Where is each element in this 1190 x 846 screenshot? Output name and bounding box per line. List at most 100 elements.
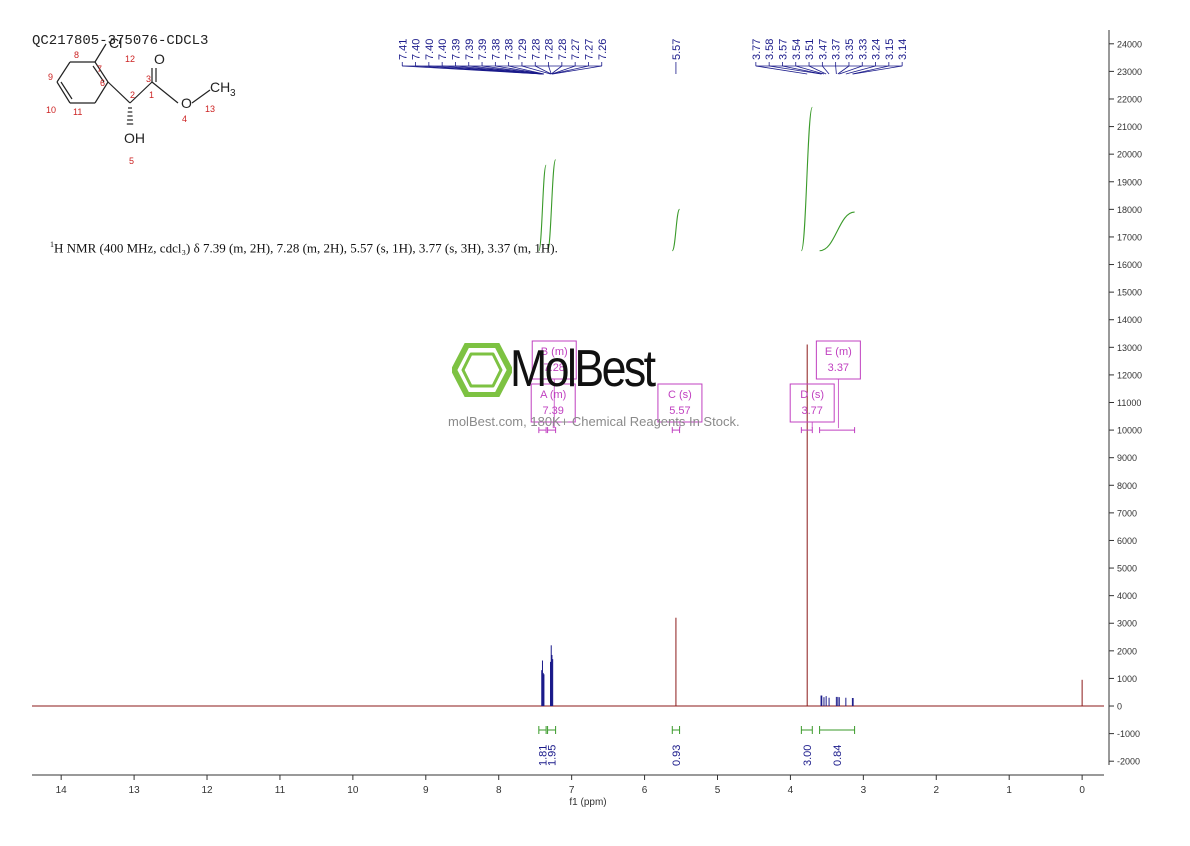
nmr-isotope-superscript: 1 [50, 240, 54, 249]
y-tick-label: 5000 [1117, 564, 1137, 574]
peak-label-aromatic: 7.39 [450, 39, 462, 60]
peak-label-connector [481, 65, 544, 75]
molecule-bond [56, 81, 71, 104]
peak-label-aliphatic: 3.57 [777, 39, 789, 60]
atom-ch3: CH [210, 79, 230, 95]
atom-number: 12 [125, 54, 135, 64]
nmr-description-text: H NMR (400 MHz, cdcl₃) δ 7.39 (m, 2H), 7… [54, 240, 558, 256]
molecule-double-bond [92, 65, 105, 83]
peak-label-connector [839, 65, 863, 75]
peak-label-aromatic: 7.29 [517, 39, 529, 60]
peak-label-aliphatic: 3.58 [764, 39, 776, 60]
peak-label-aromatic: 7.28 [557, 39, 569, 60]
peak-label-connector [795, 65, 825, 75]
peak-label-aliphatic: 3.35 [844, 39, 856, 60]
molecule-bond [94, 43, 107, 63]
y-tick-label: 12000 [1117, 370, 1142, 380]
y-tick-label: 21000 [1117, 122, 1142, 132]
atom-number: 2 [130, 90, 135, 100]
multiplet-letter: E (m) [825, 346, 852, 358]
multiplet-letter: D (s) [800, 389, 824, 401]
peak-label-aliphatic: 3.14 [897, 39, 909, 60]
x-tick-label: 4 [788, 785, 794, 796]
molecule-bond [107, 81, 131, 104]
atom-number: 11 [73, 107, 82, 117]
sample-id-title: QC217805-375076-CDCL3 [32, 33, 209, 49]
integral-value: 0.93 [671, 745, 683, 766]
peak-label-aromatic: 7.39 [477, 39, 489, 60]
x-tick-label: 10 [347, 785, 359, 796]
multiplet-shift: 7.28 [544, 362, 565, 374]
peak-label-aromatic: 7.27 [583, 39, 595, 60]
y-tick-label: 16000 [1117, 260, 1142, 270]
peak-label-connector [853, 65, 903, 75]
atom-number: 13 [205, 104, 215, 114]
y-tick-label: 10000 [1117, 426, 1142, 436]
molecule-double-bond [60, 81, 73, 100]
multiplet-letter: B (m) [541, 346, 568, 358]
peak-label-connector [808, 65, 827, 75]
atom-ch3-subscript: 3 [230, 88, 236, 99]
y-tick-label: 4000 [1117, 591, 1137, 601]
y-tick-label: 24000 [1117, 39, 1142, 49]
y-tick-label: 22000 [1117, 94, 1142, 104]
y-tick-label: 17000 [1117, 232, 1142, 242]
molecule-bond [191, 89, 211, 104]
x-tick-label: 0 [1079, 785, 1085, 796]
x-tick-label: 14 [56, 785, 68, 796]
peak-label-aliphatic: 3.15 [884, 39, 896, 60]
peak-label-connector [535, 65, 552, 75]
atom-oh: OH [124, 130, 145, 146]
peak-label-connector [755, 65, 808, 75]
x-tick-label: 9 [423, 785, 429, 796]
molecule-bond [94, 61, 109, 83]
multiplet-shift: 7.39 [542, 405, 563, 417]
atom-number: 5 [129, 156, 134, 166]
atom-number: 6 [100, 78, 105, 88]
y-tick-label: -2000 [1117, 757, 1140, 767]
x-tick-label: 13 [129, 785, 141, 796]
peak-label-connector [521, 65, 551, 75]
x-axis-label: f1 (ppm) [569, 797, 606, 808]
peak-label-aromatic: 7.40 [424, 39, 436, 60]
x-tick-label: 1 [1006, 785, 1012, 796]
peak-label-aromatic: 7.39 [464, 39, 476, 60]
x-tick-label: 6 [642, 785, 648, 796]
peak-label-aromatic: 7.28 [530, 39, 542, 60]
y-tick-label: 2000 [1117, 646, 1137, 656]
y-tick-label: 13000 [1117, 343, 1142, 353]
y-tick-label: 19000 [1117, 177, 1142, 187]
watermark-tagline: molBest.com, 180K+ Chemical Reagents In … [448, 414, 740, 429]
watermark-logo-icon [452, 343, 512, 397]
atom-o-ester: O [181, 95, 192, 111]
atom-o-carbonyl: O [154, 51, 165, 67]
atom-number: 10 [46, 105, 56, 115]
x-tick-label: 8 [496, 785, 502, 796]
peak-label-connector [550, 65, 563, 75]
peak-label-aliphatic: 3.77 [751, 39, 763, 60]
peak-label-connector [552, 65, 602, 75]
x-tick-label: 3 [861, 785, 867, 796]
multiplet-letter: A (m) [540, 389, 566, 401]
peak-label-aromatic: 7.27 [570, 39, 582, 60]
peak-label-aromatic: 7.40 [437, 39, 449, 60]
integral-value: 0.84 [832, 745, 844, 766]
peak-label-aromatic: 7.41 [397, 39, 409, 60]
y-tick-label: 15000 [1117, 288, 1142, 298]
multiplet-shift: 3.37 [828, 362, 849, 374]
atom-number: 8 [74, 50, 79, 60]
integral-curve [800, 106, 813, 252]
y-tick-label: 0 [1117, 702, 1122, 712]
peak-label-aromatic: 7.38 [504, 39, 516, 60]
molecule-bond [94, 81, 109, 104]
atom-cl: Cl [109, 35, 122, 51]
watermark-logo-text: MolBest [510, 340, 656, 398]
x-tick-label: 7 [569, 785, 575, 796]
molecule-bond [56, 61, 71, 83]
peak-label-aliphatic: 3.33 [857, 39, 869, 60]
peak-label-connector [837, 65, 850, 75]
peak-label-connector [508, 65, 545, 75]
peak-label-singlet: 5.57 [671, 39, 683, 60]
integral-value: 3.00 [802, 745, 814, 766]
